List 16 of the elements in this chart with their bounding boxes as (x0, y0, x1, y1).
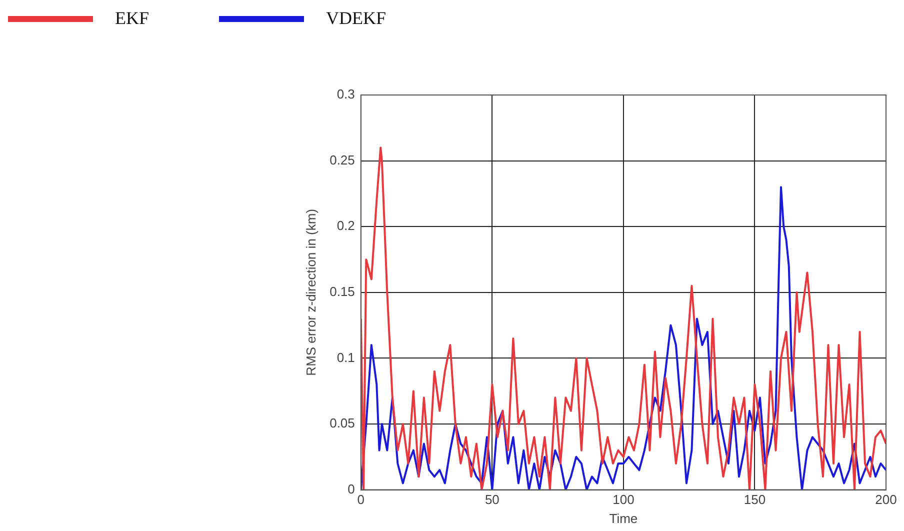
x-axis-title: Time (609, 510, 638, 526)
y-axis-title: RMS error z-direction in (km) (303, 208, 318, 376)
y-tick-label: 0.2 (336, 218, 355, 234)
x-tick-label: 100 (612, 492, 634, 508)
legend-label: EKF (115, 8, 150, 29)
legend-label: VDEKF (326, 8, 386, 29)
y-tick-label: 0.25 (330, 152, 355, 168)
y-tick-label: 0 (348, 481, 355, 496)
x-tick-label: 200 (875, 492, 897, 508)
x-tick-label: 0 (357, 492, 365, 508)
y-tick-label: 0.1 (336, 350, 355, 365)
y-tick-label: 0.05 (330, 416, 355, 431)
y-tick-label: 0.3 (336, 86, 355, 102)
y-tick-label: 0.15 (330, 284, 355, 299)
x-tick-label: 150 (744, 492, 766, 508)
x-tick-label: 50 (484, 492, 500, 508)
